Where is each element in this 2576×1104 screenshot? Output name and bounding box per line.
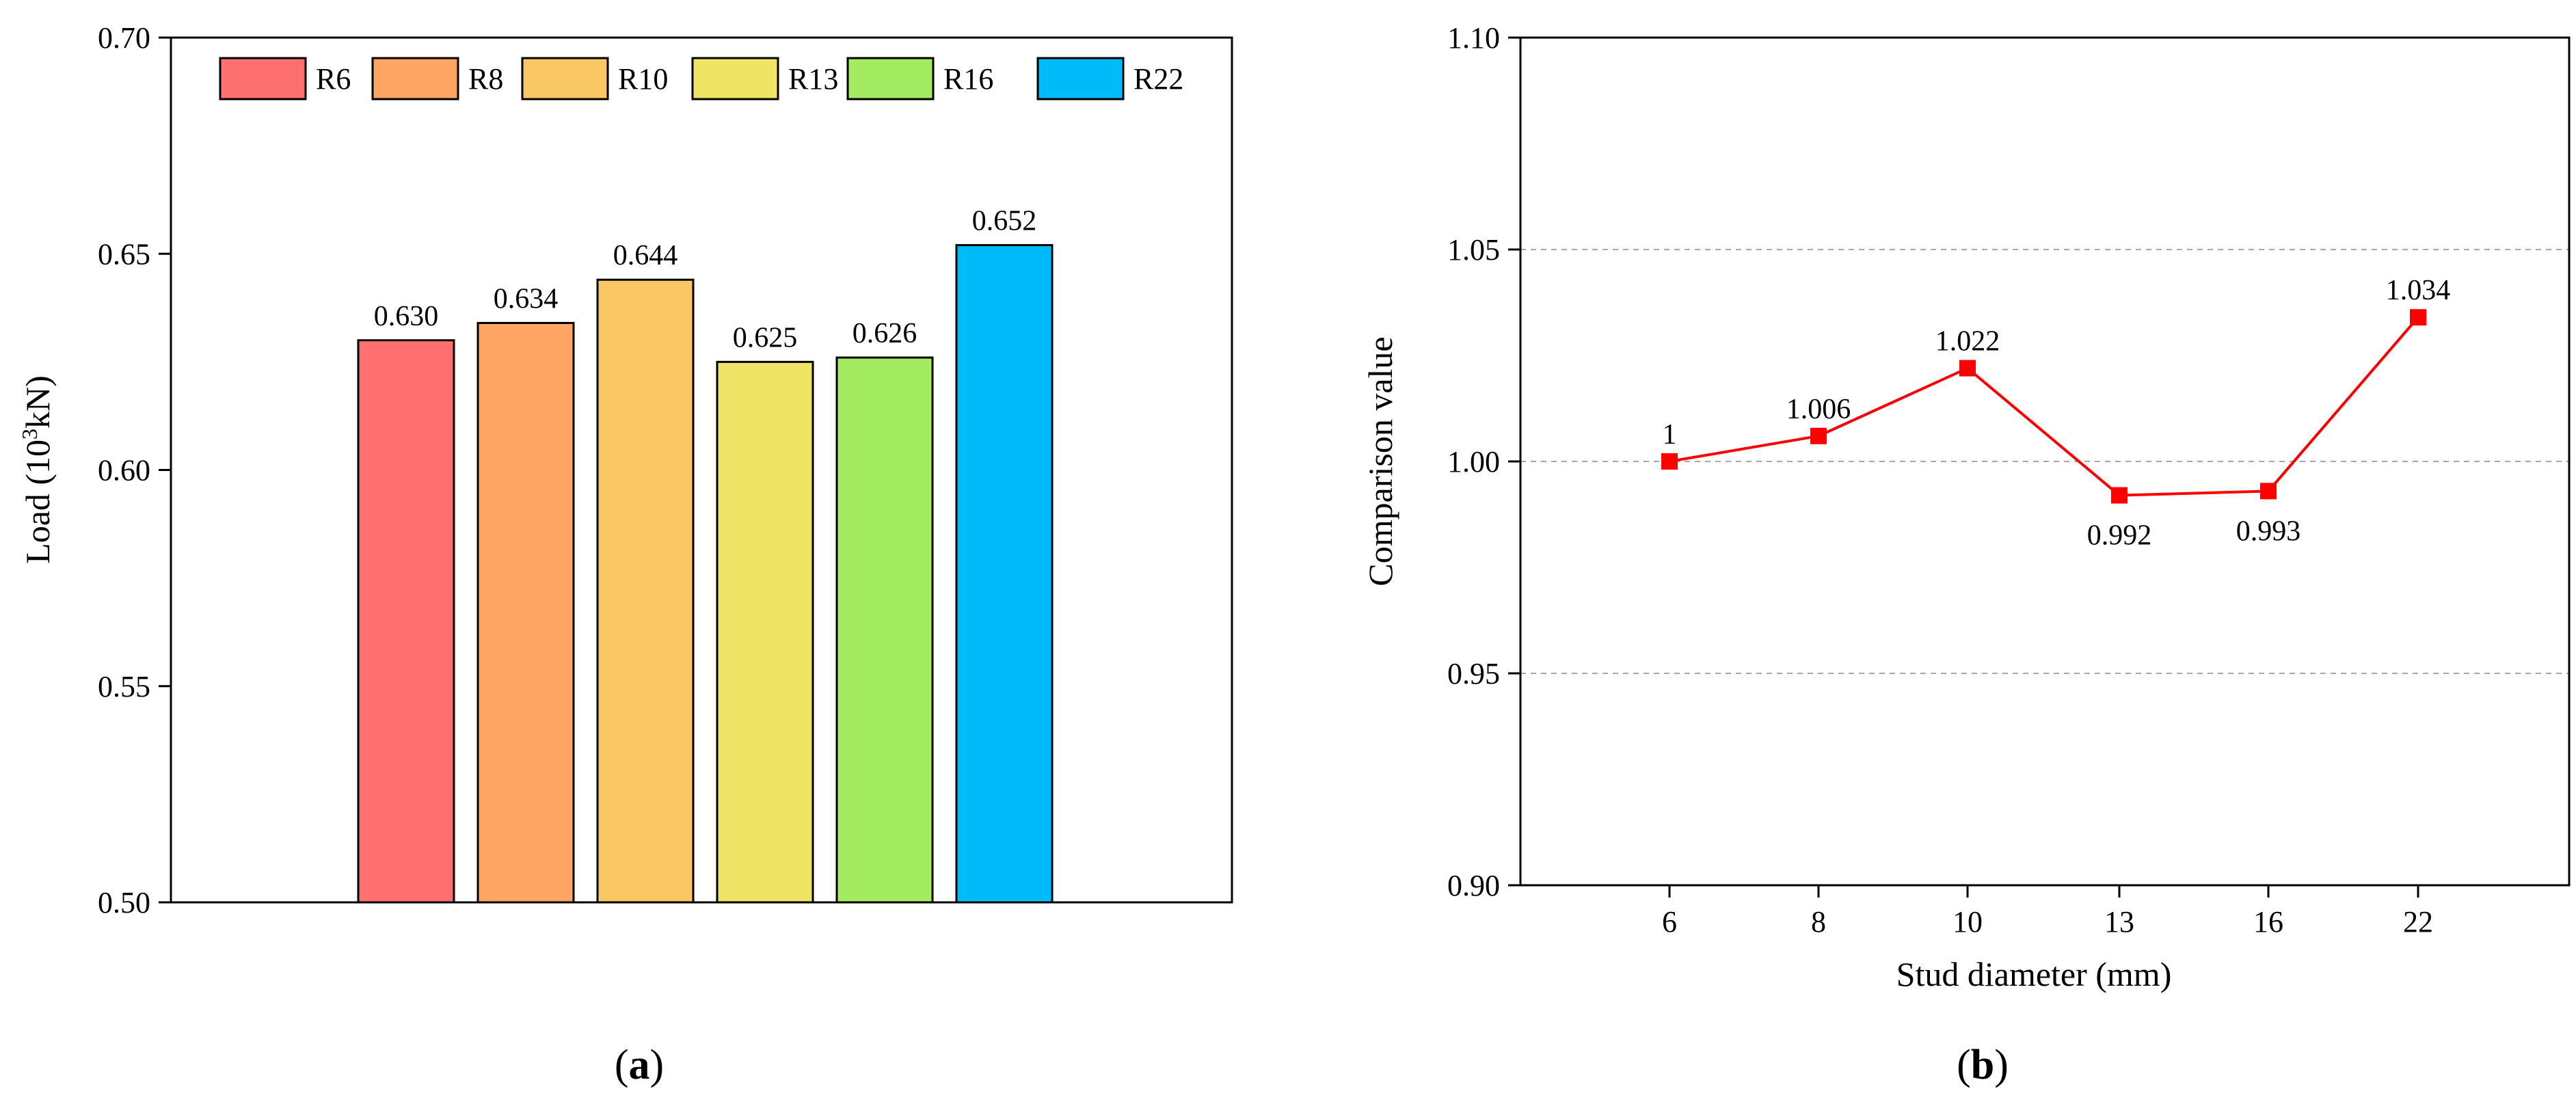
panel-a-y-tick-label: 0.50 (98, 886, 150, 919)
panel-b-x-tick-label: 6 (1662, 905, 1677, 939)
legend-label-r13: R13 (788, 62, 838, 96)
panel-a-letter: a (629, 1042, 650, 1088)
series-line (1669, 316, 2419, 497)
legend-swatch-r10 (521, 57, 609, 100)
point-value-label: 1 (1663, 419, 1677, 450)
data-point-marker (2260, 483, 2277, 500)
legend-label-r16: R16 (943, 62, 993, 96)
data-point-marker (1959, 360, 1976, 377)
legend-label-r8: R8 (468, 62, 503, 96)
panel-b-line-chart: 0.90 0.95 1.00 1.05 1.10 6 8 10 13 16 22 1 1.006 1.… (1361, 21, 2571, 1088)
bar-value-label: 0.626 (853, 318, 917, 349)
legend-label-r10: R10 (618, 62, 668, 96)
point-value-label: 1.022 (1935, 326, 2000, 358)
panel-b-x-tick-label: 13 (2104, 905, 2134, 939)
panel-b-y-tick-label: 1.10 (1447, 21, 1500, 55)
panel-b-gridlines (1520, 249, 2569, 674)
panel-a-bars (357, 244, 1054, 904)
panel-a-legend: R6 R8 R10 R13 R16 R22 (219, 57, 1183, 100)
bar-r22 (955, 244, 1054, 904)
bar-value-label: 0.630 (374, 301, 439, 332)
panel-b-y-tick-label: 0.90 (1447, 869, 1500, 902)
panel-b-x-axis-title: Stud diameter (mm) (1896, 955, 2172, 993)
panel-b-x-ticks: 6 8 10 13 16 22 (1662, 885, 2433, 939)
legend-swatch-r22 (1036, 57, 1125, 100)
panel-a-y-axis-title: Load (103kN) (17, 375, 57, 564)
panel-a-label: (a) (615, 1042, 664, 1088)
panel-b-letter: b (1971, 1042, 1994, 1088)
legend-swatch-r6 (219, 57, 307, 100)
panel-a-y-axis-title-superscript: 3 (17, 429, 42, 440)
data-point-marker (2111, 487, 2128, 504)
panel-b-series (1661, 309, 2426, 504)
bar-r13 (716, 360, 814, 904)
panel-a-y-ticks: 0.50 0.55 0.60 0.65 0.70 (98, 21, 171, 919)
panel-b-x-tick-label: 16 (2253, 905, 2283, 939)
bar-value-label: 0.644 (613, 240, 678, 271)
panel-a-y-axis-title-suffix: kN) (18, 375, 57, 429)
legend-swatch-r8 (371, 57, 459, 100)
bar-r8 (477, 321, 575, 904)
data-point-marker (1661, 453, 1678, 470)
panel-b-y-tick-label: 0.95 (1447, 657, 1500, 690)
panel-a-y-tick-label: 0.70 (98, 21, 150, 55)
point-value-label: 0.993 (2236, 515, 2301, 547)
bar-r16 (835, 356, 934, 904)
panel-b-x-tick-label: 10 (1953, 905, 1983, 939)
legend-swatch-r13 (691, 57, 779, 100)
panel-b-label: (b) (1957, 1042, 2009, 1088)
panel-b-y-tick-label: 1.00 (1447, 445, 1500, 479)
panel-b-x-tick-label: 22 (2403, 905, 2433, 939)
point-value-label: 1.034 (2386, 275, 2451, 306)
legend-swatch-r16 (846, 57, 935, 100)
panel-a-y-axis-title-prefix: Load (10 (18, 440, 57, 564)
data-point-marker (2410, 309, 2426, 326)
panel-a-bar-chart: 0.50 0.55 0.60 0.65 0.70 0.630 0.634 0.644 0.62… (17, 21, 1233, 1088)
panel-b-y-axis-title: Comparison value (1361, 336, 1399, 586)
panel-a-value-labels: 0.630 0.634 0.644 0.625 0.626 0.652 (374, 206, 1037, 354)
bar-r6 (357, 339, 455, 904)
panel-a-y-tick-label: 0.65 (98, 237, 150, 271)
bar-value-label: 0.634 (494, 283, 559, 314)
panel-b-x-tick-label: 8 (1811, 905, 1826, 939)
bar-value-label: 0.625 (733, 322, 798, 353)
panel-b-y-ticks: 0.90 0.95 1.00 1.05 1.10 (1447, 21, 1520, 902)
panel-a-y-tick-label: 0.55 (98, 670, 150, 703)
panel-b-value-labels: 1 1.006 1.022 0.992 0.993 1.034 (1663, 275, 2451, 551)
point-value-label: 1.006 (1786, 394, 1851, 425)
bar-r10 (596, 278, 695, 904)
point-value-label: 0.992 (2087, 520, 2152, 552)
panel-a-y-tick-label: 0.60 (98, 454, 150, 487)
panel-a-plot-frame (170, 36, 1233, 904)
legend-label-r22: R22 (1133, 62, 1183, 96)
data-point-marker (1810, 427, 1827, 444)
panel-b-y-tick-label: 1.05 (1447, 233, 1500, 267)
bar-value-label: 0.652 (972, 206, 1037, 237)
legend-label-r6: R6 (316, 62, 351, 96)
